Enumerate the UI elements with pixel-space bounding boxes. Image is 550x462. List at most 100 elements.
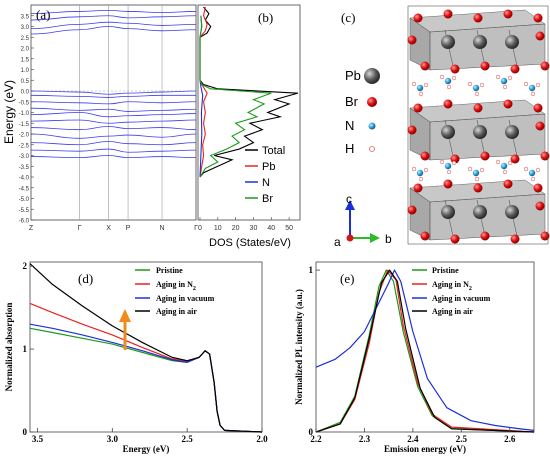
band-line	[30, 133, 197, 139]
br-atom	[540, 151, 550, 161]
br-atom	[535, 121, 545, 131]
h-atom	[495, 74, 501, 80]
dos-plot-frame	[197, 4, 301, 221]
k-point-label: N	[159, 225, 164, 232]
pb-atom	[473, 35, 487, 49]
pl-legend-n2-label: Aging in N2	[432, 280, 472, 292]
br-atom	[503, 99, 513, 109]
pl-y-tick-label: 1	[309, 265, 314, 275]
pl-x-tick-label: 2.2	[310, 434, 322, 444]
br-atom	[413, 103, 423, 113]
br-atom-icon	[367, 97, 377, 107]
pl-lines	[315, 269, 535, 433]
pl-line-aging-in-vacuum	[315, 269, 535, 431]
dos-x-tick-label: 40	[267, 225, 275, 232]
br-atom	[510, 154, 520, 164]
n-atom	[500, 77, 508, 85]
br-atom	[407, 125, 417, 135]
h-atom	[474, 91, 480, 97]
band-line	[30, 15, 197, 21]
band-y-tick-label: -2.0	[19, 133, 30, 139]
h-atom	[502, 169, 508, 175]
h-atom	[439, 159, 445, 165]
h-atom	[446, 84, 452, 90]
dos-x-axis-label: DOS (States/eV)	[209, 237, 291, 249]
pl-tick-labels: 2.2 2.3 2.4 2.5 2.6 0 1	[309, 265, 516, 444]
pb-atom	[441, 35, 455, 49]
pb-atom	[441, 205, 455, 219]
band-line	[30, 155, 197, 159]
band-line	[30, 112, 197, 118]
band-line	[30, 26, 197, 35]
br-atom	[510, 64, 520, 74]
c-axis-arrowhead	[345, 200, 355, 210]
h-atom	[418, 91, 424, 97]
br-atom	[510, 234, 520, 244]
pl-legend-air-label: Aging in air	[432, 307, 473, 316]
legend-total-label: Total	[262, 145, 285, 157]
pl-legend-vacuum-label: Aging in vacuum	[432, 294, 491, 303]
band-structure-panel: -6.0 -5.5 -5.0 -4.5 -4.0 -3.5 -3.0 -2.5 -2.0 -1.5…	[2, 4, 198, 232]
h-atom-icon	[369, 146, 375, 152]
panel-d-label: (d)	[78, 271, 93, 286]
pl-y-tick-label: 0	[309, 427, 314, 437]
br-atom	[407, 35, 417, 45]
pb-atom	[473, 125, 487, 139]
h-atom	[535, 167, 541, 173]
band-y-tick-label: 1.0	[21, 68, 30, 74]
abs-y-tick-label: 1	[23, 344, 28, 354]
pl-x-tick-label: 2.6	[504, 434, 516, 444]
band-lines	[30, 9, 197, 159]
pb-atom-icon	[364, 68, 380, 84]
band-y-tick-label: -6.0	[19, 219, 30, 225]
h-atom	[467, 166, 473, 172]
band-y-tick-label: -4.5	[19, 186, 30, 192]
k-point-label: P	[126, 225, 131, 232]
absorption-x-axis-label: Energy (eV)	[123, 444, 170, 454]
h-atom	[411, 81, 417, 87]
pl-x-axis-label: Emission energy (eV)	[384, 444, 466, 454]
br-atom	[473, 103, 483, 113]
dos-x-tick-label: 0	[198, 225, 202, 232]
br-atom	[420, 151, 430, 161]
dos-line-total	[199, 6, 299, 178]
br-atom	[473, 13, 483, 23]
h-atom	[530, 91, 536, 97]
n-atom	[444, 77, 452, 85]
h-atom	[502, 84, 508, 90]
abs-x-tick-label: 2.5	[182, 434, 194, 444]
n-atom	[472, 84, 480, 92]
band-line	[30, 141, 197, 146]
br-atom	[480, 151, 490, 161]
a-axis-dot	[346, 234, 354, 242]
absorption-line-aging-in-n2	[29, 302, 263, 433]
dos-x-tick-label: 20	[232, 225, 240, 232]
br-atom	[533, 103, 543, 113]
h-atom	[423, 167, 429, 173]
k-point-label: Γ	[78, 225, 82, 232]
band-line	[30, 9, 197, 14]
pl-y-axis-label: Normalized PL intensity (a.u.)	[294, 289, 304, 405]
pl-x-tick-label: 2.5	[456, 434, 468, 444]
band-line	[30, 126, 197, 131]
br-atom	[450, 154, 460, 164]
n-atom	[416, 84, 424, 92]
k-point-gridlines	[31, 5, 196, 220]
h-atom	[423, 82, 429, 88]
abs-y-tick-label: 2	[23, 261, 28, 271]
panel-b-label: (b)	[258, 10, 273, 25]
legend-pb-atom-label: Pb	[345, 68, 361, 83]
band-line	[30, 90, 197, 95]
br-atom	[407, 205, 417, 215]
band-y-axis-label: Energy (eV)	[2, 80, 16, 144]
h-atom	[467, 81, 473, 87]
abs-x-tick-label: 3.5	[32, 434, 44, 444]
legend-h-atom-label: H	[345, 141, 354, 156]
br-atom	[535, 31, 545, 41]
n-atom	[528, 84, 536, 92]
br-atom	[535, 201, 545, 211]
br-atom	[540, 231, 550, 241]
panel-e-label: (e)	[340, 271, 354, 286]
h-atom	[523, 81, 529, 87]
h-atom	[479, 82, 485, 88]
